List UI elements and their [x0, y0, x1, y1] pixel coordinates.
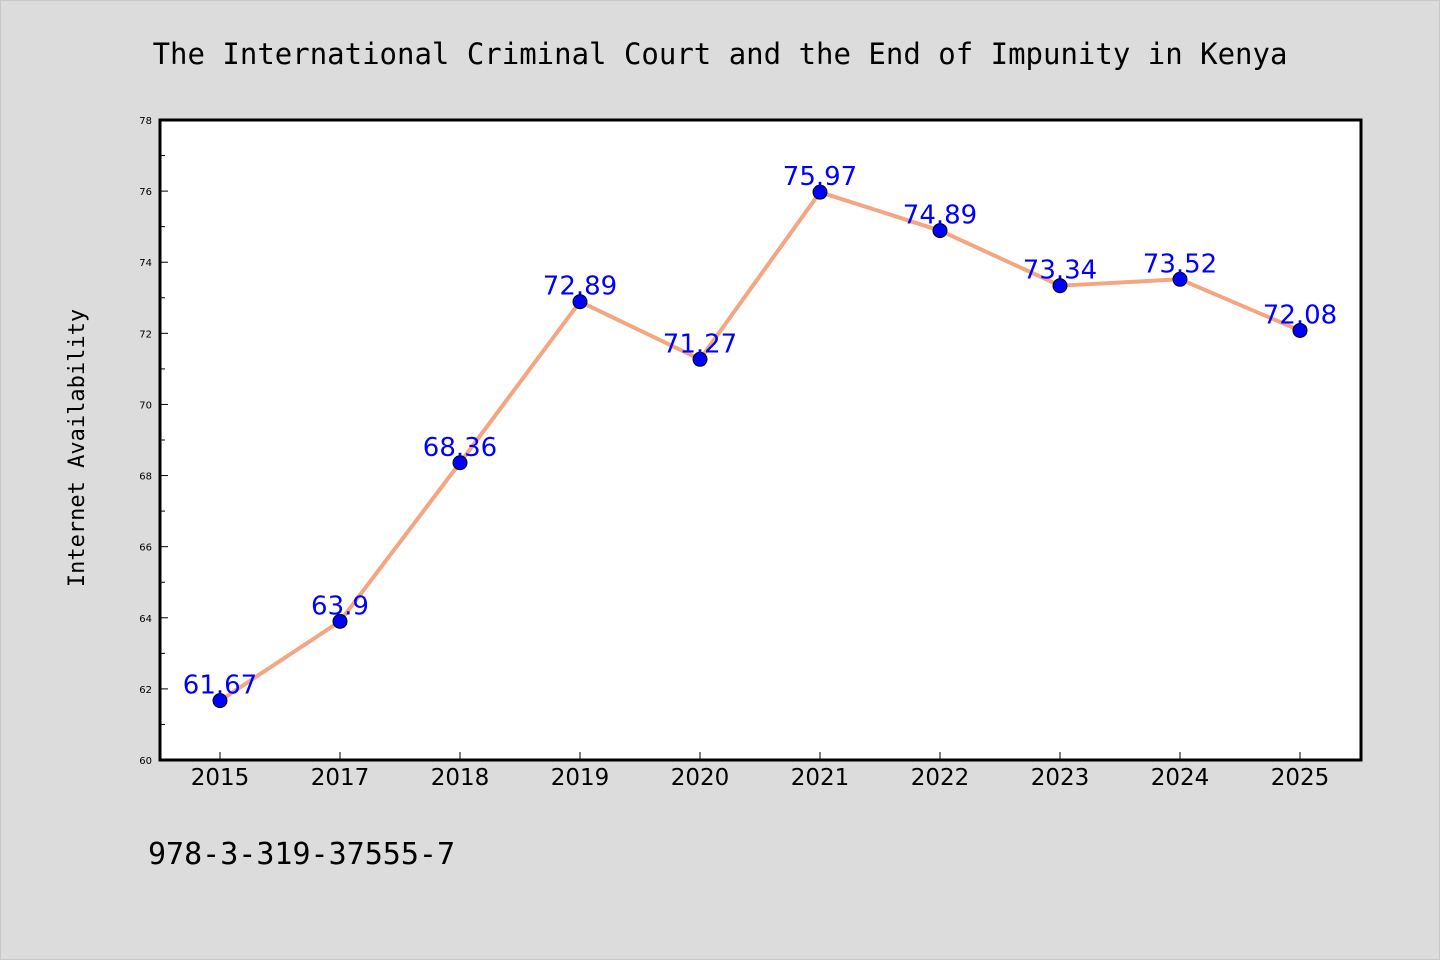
- y-tick-label: 70: [139, 400, 152, 411]
- x-tick-label: 2017: [311, 765, 370, 791]
- data-point: [1172, 271, 1188, 287]
- x-tick-label: 2020: [671, 765, 730, 791]
- x-tick-label: 2025: [1271, 765, 1330, 791]
- y-tick-label: 72: [139, 329, 152, 340]
- data-label: 72.08: [1263, 300, 1337, 330]
- x-tick-label: 2018: [431, 765, 490, 791]
- y-tick-label: 76: [139, 187, 152, 198]
- y-tick-label: 64: [139, 614, 152, 625]
- data-point: [212, 693, 228, 709]
- plot-border: [158, 118, 1363, 762]
- data-point: [1292, 322, 1308, 338]
- y-axis-label: Internet Availability: [65, 309, 90, 587]
- x-tick-label: 2021: [791, 765, 850, 791]
- series-line: [218, 190, 1301, 703]
- y-tick-label: 68: [139, 472, 152, 483]
- isbn-footer: 978-3-319-37555-7: [148, 837, 455, 872]
- data-point: [572, 294, 588, 310]
- x-tick-label: 2022: [911, 765, 970, 791]
- data-label: 75.97: [783, 162, 857, 192]
- data-label: 61.67: [183, 671, 257, 701]
- data-label: 68.36: [423, 433, 497, 463]
- data-label: 74.89: [903, 201, 977, 231]
- x-tick-label: 2019: [551, 765, 610, 791]
- chart-title: The International Criminal Court and the…: [153, 37, 1288, 71]
- x-tick-label: 2023: [1031, 765, 1090, 791]
- x-axis: 2015 2017 2018 2019 2020 2021 2022 2023 2024 2025: [191, 752, 1330, 791]
- y-tick-label: 78: [139, 116, 152, 127]
- x-tick-label: 2024: [1151, 765, 1210, 791]
- y-tick-label: 66: [139, 543, 152, 554]
- data-point: [1052, 278, 1068, 294]
- plot-area: [160, 120, 1361, 760]
- data-label: 73.34: [1023, 256, 1097, 286]
- data-point: [692, 351, 708, 367]
- data-point: [812, 184, 828, 200]
- data-labels: 61.67 63.9 68.36 72.89 71.27 75.97 74.89 73.34 7…: [183, 162, 1337, 700]
- y-tick-label: 62: [139, 685, 152, 696]
- data-point: [452, 455, 468, 471]
- data-label: 63.9: [311, 591, 369, 621]
- y-tick-label: 60: [139, 756, 152, 767]
- data-markers: [212, 184, 1308, 709]
- data-label: 72.89: [543, 272, 617, 302]
- data-point: [332, 613, 348, 629]
- data-label: 73.52: [1143, 249, 1217, 279]
- x-tick-label: 2015: [191, 765, 250, 791]
- data-label: 71.27: [663, 329, 737, 359]
- data-point: [932, 223, 948, 239]
- y-tick-label: 74: [139, 258, 152, 269]
